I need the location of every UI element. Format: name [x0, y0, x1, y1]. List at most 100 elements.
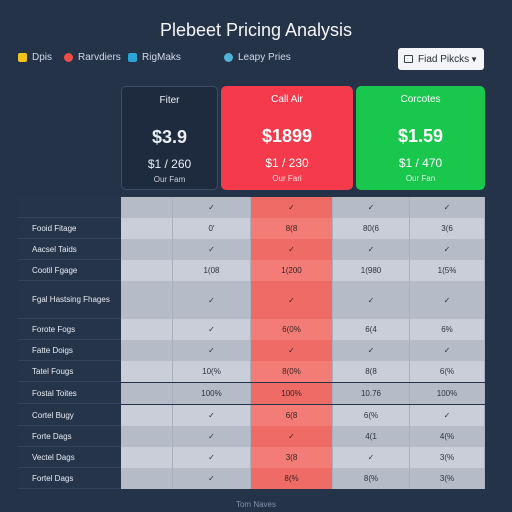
table-cell: 6(% [410, 361, 485, 382]
page-title: Plebeet Pricing Analysis [159, 20, 353, 40]
table-cell: 1(200 [251, 260, 333, 281]
table-cell: 8(0% [251, 361, 333, 382]
table-cell: 8(% [251, 468, 333, 489]
table-row: Fgal Hastsing Fhages ✓ ✓ ✓ ✓ [18, 281, 485, 319]
table-cell [121, 197, 173, 218]
table-row: Cootil Fgage 1(08 1(200 1(980 1(5% [18, 260, 485, 281]
table-cell [121, 426, 173, 447]
table-cell: 4(% [410, 426, 485, 447]
refresh-icon [224, 53, 233, 62]
table-cell: 6(0% [251, 319, 333, 340]
table-row: Forote Fogs ✓ 6(0% 6(4 6% [18, 319, 485, 340]
table-cell: 3(% [410, 468, 485, 489]
table-cell: 3(8 [251, 447, 333, 468]
table-cell: ✓ [173, 447, 251, 468]
table-cell: 1(5% [410, 260, 485, 281]
table-cell: 6(% [333, 405, 410, 426]
table-cell: 0' [173, 218, 251, 239]
plan-card-fiter[interactable]: Fiter $3.9 $1 / 260 Our Fam [121, 86, 218, 190]
table-cell: 3(% [410, 447, 485, 468]
table-row: Vectel Dags ✓ 3(8 ✓ 3(% [18, 447, 485, 468]
table-cell: ✓ [333, 340, 410, 361]
table-cell: 100% [410, 383, 485, 404]
table-cell [121, 468, 173, 489]
filter-chip-dpis[interactable]: Dpis [18, 52, 52, 63]
table-cell: 6% [410, 319, 485, 340]
row-label: Fostal Toites [18, 383, 121, 404]
table-row: Forte Dags ✓ ✓ 4(1 4(% [18, 426, 485, 447]
table-cell: ✓ [173, 319, 251, 340]
table-cell: ✓ [173, 340, 251, 361]
table-cell: ✓ [333, 239, 410, 260]
filter-chip-label: Dpis [32, 52, 53, 63]
plan-period: Our Fari [272, 174, 302, 183]
table-cell-label [18, 197, 121, 218]
table-cell: 100% [251, 383, 333, 404]
table-cell [121, 340, 173, 361]
table-cell-check: ✓ [173, 197, 251, 218]
table-cell-check: ✓ [251, 197, 333, 218]
table-cell: 1(980 [333, 260, 410, 281]
filter-chip-leapy-pries[interactable]: Leapy Pries [224, 52, 291, 63]
table-cell: 100% [173, 383, 251, 404]
plan-card-corcotes[interactable]: Corcotes $1.59 $1 / 470 Our Fan [356, 86, 485, 190]
row-label: Fooid Fitage [18, 218, 121, 239]
table-row: Fortel Dags ✓ 8(% 8(% 3(% [18, 468, 485, 489]
row-label: Aacsel Taids [18, 239, 121, 260]
plan-select-dropdown[interactable]: Fiad Pikcks ▼ [398, 48, 484, 70]
table-cell [121, 218, 173, 239]
plan-name: Corcotes [400, 94, 441, 105]
plan-name: Call Air [271, 94, 303, 105]
table-cell: 8(8 [251, 218, 333, 239]
table-cell: 3(6 [410, 218, 485, 239]
plan-yearly-price: $1 / 470 [398, 156, 443, 170]
table-cell: 6(4 [333, 319, 410, 340]
table-cell: ✓ [410, 281, 485, 319]
filter-chip-rarvdiers[interactable]: Rarvdiers [64, 52, 121, 63]
table-cell [121, 405, 173, 426]
table-cell: 80(6 [333, 218, 410, 239]
table-cell-check: ✓ [410, 197, 485, 218]
table-cell: ✓ [173, 426, 251, 447]
table-row: Tatel Fougs 10(% 8(0% 8(8 6(% [18, 361, 485, 382]
table-cell: ✓ [251, 281, 333, 319]
list-icon [404, 55, 413, 63]
table-cell: 10.76 [333, 383, 410, 404]
table-cell [121, 239, 173, 260]
table-cell: ✓ [173, 468, 251, 489]
plan-yearly-price: $1 / 260 [147, 157, 192, 171]
table-cell: ✓ [333, 281, 410, 319]
table-cell: ✓ [173, 239, 251, 260]
table-cell: ✓ [410, 340, 485, 361]
row-label: Tatel Fougs [18, 361, 121, 382]
filter-chip-label: Rarvdiers [78, 52, 121, 63]
table-cell: ✓ [410, 239, 485, 260]
table-row: Aacsel Taids ✓ ✓ ✓ ✓ [18, 239, 485, 260]
plan-yearly-price: $1 / 230 [265, 156, 309, 170]
table-cell: ✓ [410, 405, 485, 426]
table-cell: 4(1 [333, 426, 410, 447]
filter-chip-rigmaks[interactable]: RigMaks [128, 52, 181, 63]
table-cell: ✓ [173, 281, 251, 319]
record-icon [64, 53, 73, 62]
plan-price: $1.59 [397, 126, 444, 146]
footer-text: Tom Naves [235, 500, 276, 509]
plan-card-call-air[interactable]: Call Air $1899 $1 / 230 Our Fari [221, 86, 353, 190]
row-label: Vectel Dags [18, 447, 121, 468]
table-cell: 10(% [173, 361, 251, 382]
table-cell [121, 260, 173, 281]
row-label: Fortel Dags [18, 468, 121, 489]
chevron-down-icon: ▼ [470, 54, 478, 64]
table-cell: ✓ [251, 426, 333, 447]
tag-icon [128, 53, 137, 62]
table-cell: ✓ [333, 447, 410, 468]
plan-price: $3.9 [151, 127, 188, 147]
row-label: Fatte Doigs [18, 340, 121, 361]
table-cell [121, 319, 173, 340]
dropdown-label: Fiad Pikcks [418, 53, 470, 65]
table-cell [121, 383, 173, 404]
table-row: Fostal Toites 100% 100% 10.76 100% [18, 383, 485, 404]
row-label: Forote Fogs [18, 319, 121, 340]
table-row: Cortel Bugy ✓ 6(8 6(% ✓ [18, 405, 485, 426]
table-cell-check: ✓ [333, 197, 410, 218]
